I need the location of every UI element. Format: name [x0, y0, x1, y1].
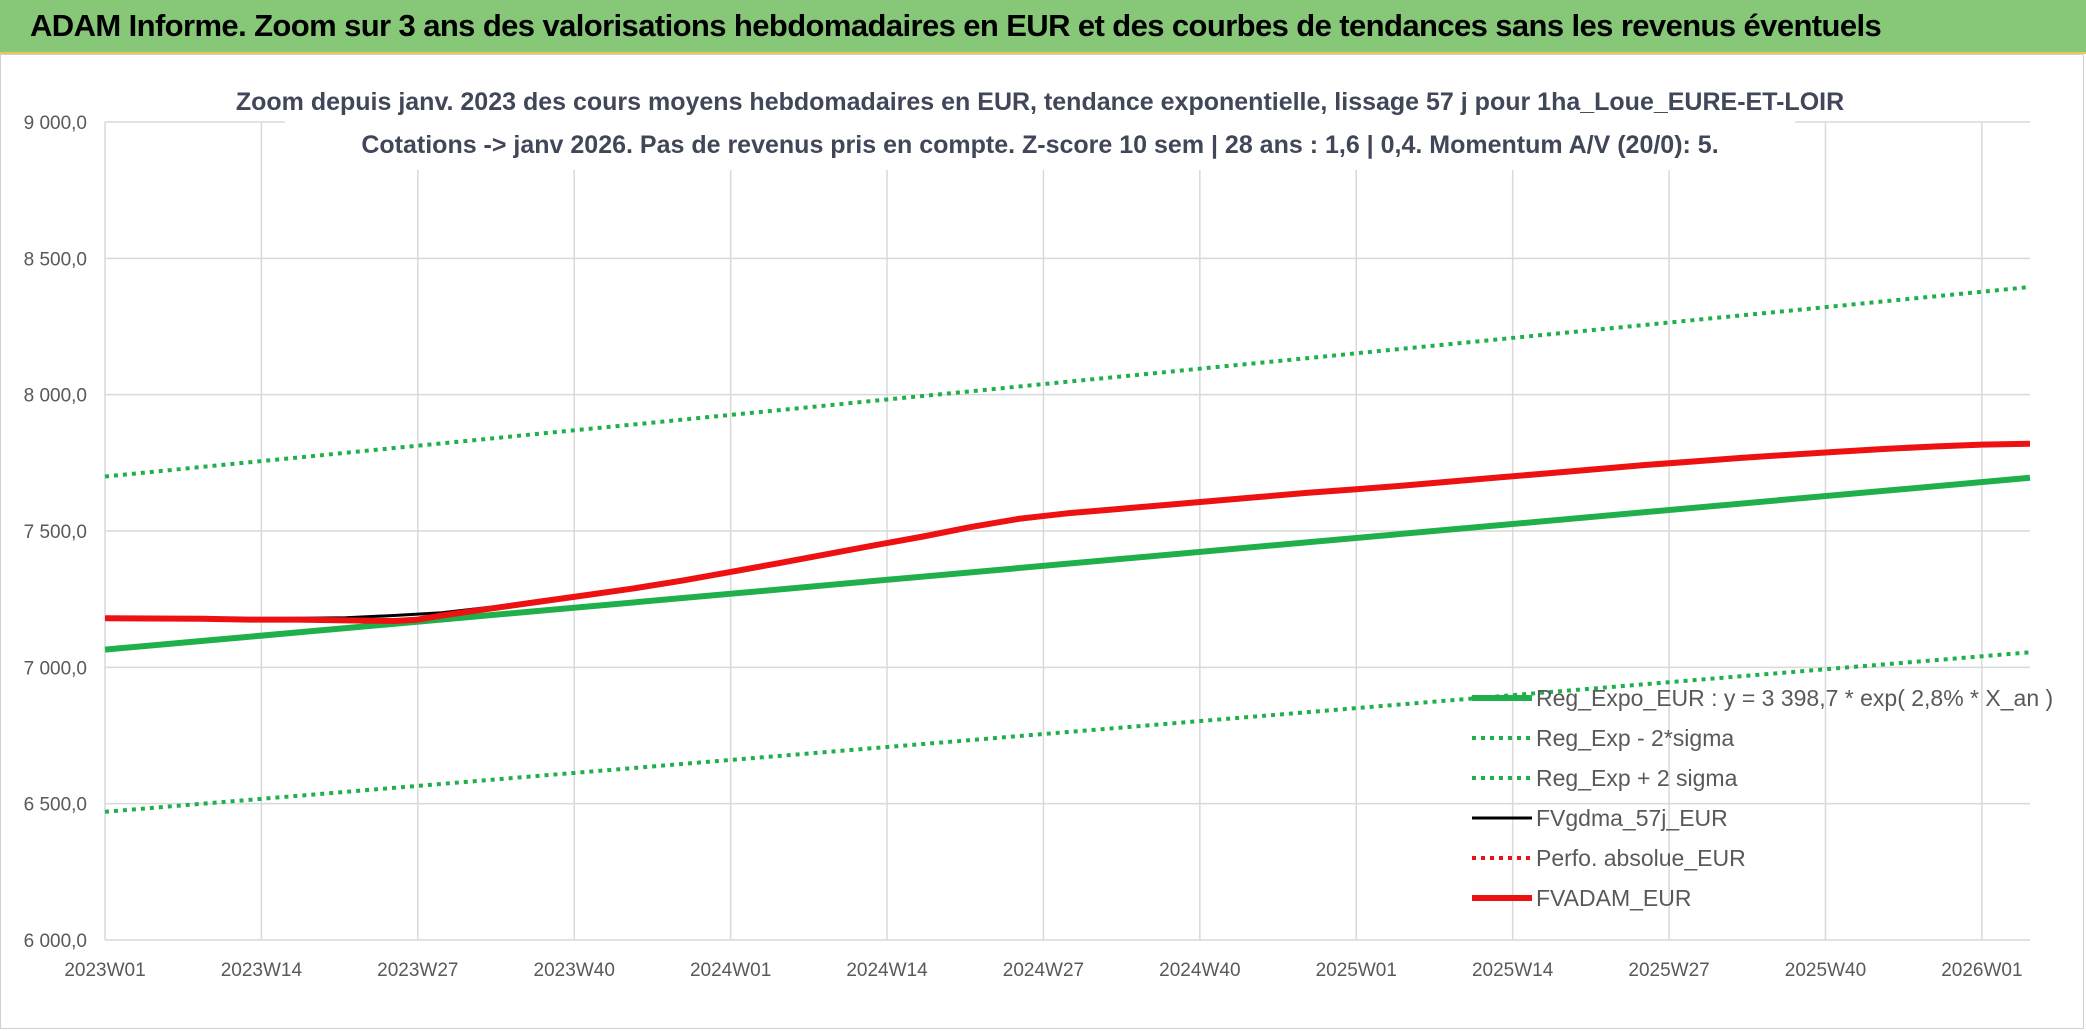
- y-tick-label: 8 000,0: [24, 386, 87, 407]
- title-layer: Zoom depuis janv. 2023 des cours moyens …: [236, 78, 1844, 170]
- y-tick-label: 6 000,0: [24, 931, 87, 952]
- x-tick-label: 2023W01: [64, 960, 145, 981]
- series-layer: [104, 285, 2031, 814]
- legend-label: FVgdma_57j_EUR: [1536, 805, 1728, 831]
- axis-layer: 6 000,0 6 500,0 7 000,0 7 500,0 8 000,0 8 500…: [24, 113, 2023, 981]
- series-line-reg-exp: [104, 285, 2031, 479]
- x-tick-label: 2024W40: [1159, 960, 1240, 981]
- y-tick-label: 6 500,0: [24, 795, 87, 816]
- x-tick-label: 2025W40: [1785, 960, 1866, 981]
- chart-title-line-1: Zoom depuis janv. 2023 des cours moyens …: [236, 88, 1844, 116]
- legend-label: Reg_Expo_EUR : y = 3 398,7 * exp( 2,8% *…: [1536, 685, 2053, 711]
- y-tick-label: 7 000,0: [24, 658, 87, 679]
- legend-label: FVADAM_EUR: [1536, 885, 1692, 911]
- x-tick-label: 2025W27: [1628, 960, 1709, 981]
- x-tick-label: 2024W14: [846, 960, 928, 981]
- legend-label: Reg_Exp + 2 sigma: [1536, 765, 1738, 791]
- x-tick-label: 2024W01: [690, 960, 771, 981]
- x-tick-label: 2023W40: [534, 960, 615, 981]
- y-tick-label: 8 500,0: [24, 249, 87, 270]
- y-tick-label: 9 000,0: [24, 113, 87, 134]
- x-tick-label: 2025W14: [1472, 960, 1554, 981]
- series-line-fvadam-eur: [104, 440, 2031, 624]
- series-line-reg-exp: [104, 650, 2031, 814]
- chart-frame: [0, 54, 2084, 1029]
- x-tick-label: 2024W27: [1003, 960, 1084, 981]
- report-title: ADAM Informe. Zoom sur 3 ans des valoris…: [30, 8, 1882, 43]
- report-banner: ADAM Informe. Zoom sur 3 ans des valoris…: [0, 0, 2086, 54]
- legend-label: Perfo. absolue_EUR: [1536, 845, 1746, 871]
- legend: Reg_Expo_EUR : y = 3 398,7 * exp( 2,8% *…: [1472, 685, 2053, 911]
- chart-title-line-2: Cotations -> janv 2026. Pas de revenus p…: [361, 131, 1718, 159]
- x-tick-label: 2023W14: [221, 960, 303, 981]
- legend-label: Reg_Exp - 2*sigma: [1536, 725, 1734, 751]
- x-tick-label: 2023W27: [377, 960, 458, 981]
- chart-title-background: [285, 78, 1795, 170]
- x-tick-label: 2025W01: [1316, 960, 1397, 981]
- x-tick-label: 2026W01: [1941, 960, 2022, 981]
- y-tick-label: 7 500,0: [24, 522, 87, 543]
